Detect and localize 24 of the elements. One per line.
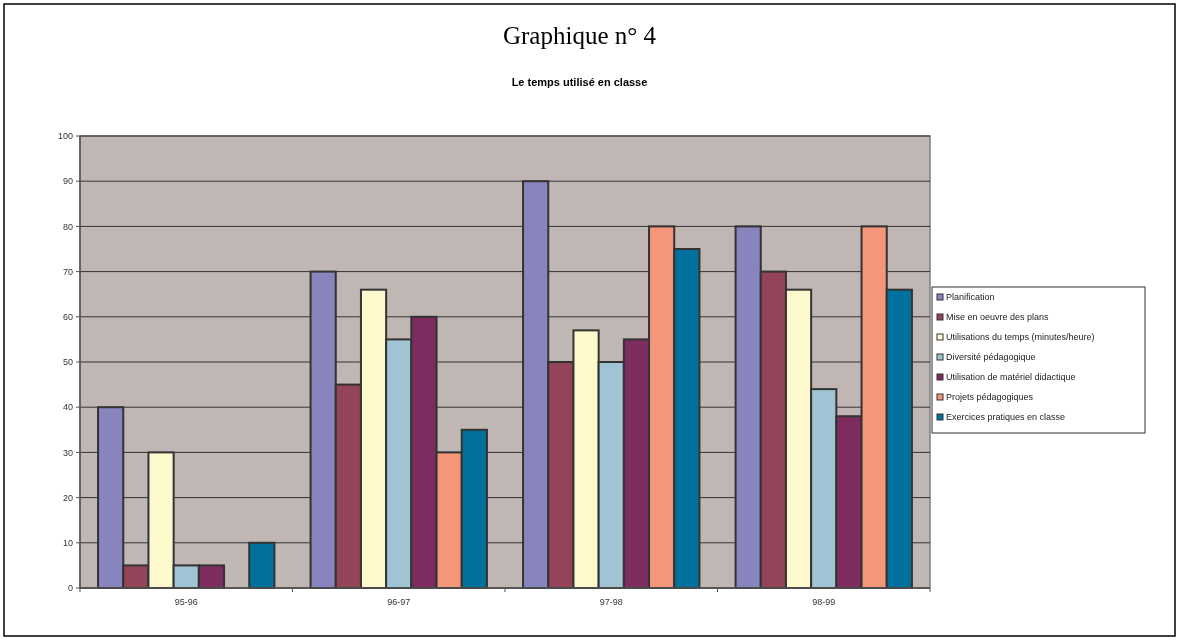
y-tick-label: 50 <box>62 357 73 368</box>
y-tick-label: 0 <box>67 583 73 594</box>
legend-label: Planification <box>946 292 995 303</box>
chart-subtitle: Le temps utilisé en classe <box>511 76 648 88</box>
y-tick-label: 40 <box>62 402 73 413</box>
x-tick-label: 98-99 <box>812 597 836 607</box>
y-tick-label: 100 <box>57 131 73 142</box>
x-tick-label: 96-97 <box>387 597 411 607</box>
chart-title: Graphique n° 4 <box>502 22 657 49</box>
legend-label: Projets pédagogiques <box>946 392 1034 403</box>
x-tick-label: 97-98 <box>599 597 623 607</box>
legend-label: Exercices pratiques en classe <box>946 412 1066 423</box>
y-tick-label: 20 <box>62 492 73 503</box>
y-tick-label: 70 <box>62 266 73 277</box>
legend-label: Utilisations du temps (minutes/heure) <box>946 332 1095 343</box>
legend-label: Diversité pédagogique <box>946 352 1036 363</box>
legend-label: Mise en oeuvre des plans <box>946 312 1050 323</box>
y-tick-label: 60 <box>62 311 73 322</box>
y-tick-label: 30 <box>62 447 73 458</box>
y-tick-label: 10 <box>62 537 73 548</box>
y-tick-label: 80 <box>62 221 73 232</box>
x-tick-label: 95-96 <box>174 597 198 607</box>
legend-label: Utilisation de matériel didactique <box>946 372 1076 383</box>
y-tick-label: 90 <box>62 176 73 187</box>
